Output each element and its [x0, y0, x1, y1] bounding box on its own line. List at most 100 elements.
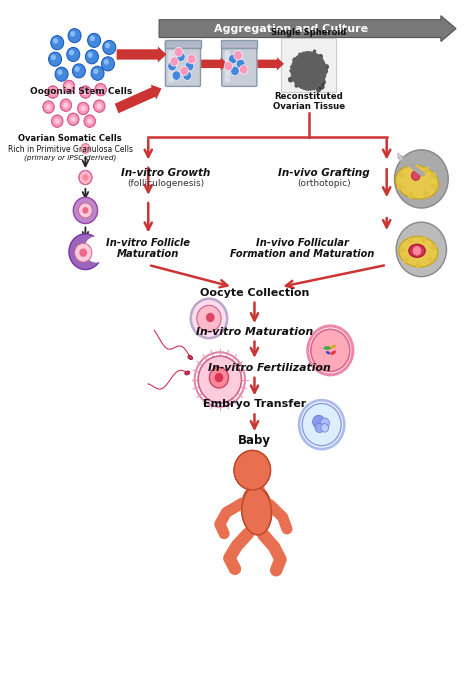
- Circle shape: [319, 84, 325, 90]
- Circle shape: [294, 55, 323, 87]
- Circle shape: [55, 119, 60, 124]
- Circle shape: [47, 86, 58, 98]
- Circle shape: [411, 171, 420, 180]
- Circle shape: [320, 76, 324, 79]
- Circle shape: [104, 59, 109, 65]
- Circle shape: [299, 83, 303, 87]
- Ellipse shape: [188, 355, 193, 359]
- Circle shape: [294, 83, 299, 88]
- Text: Single Spheroid: Single Spheroid: [271, 27, 346, 37]
- Circle shape: [79, 248, 87, 257]
- Circle shape: [97, 103, 102, 109]
- Circle shape: [318, 59, 323, 65]
- Ellipse shape: [398, 172, 404, 178]
- FancyArrow shape: [117, 46, 166, 63]
- Circle shape: [82, 174, 89, 181]
- Circle shape: [68, 29, 81, 43]
- Circle shape: [68, 113, 79, 125]
- Circle shape: [168, 61, 176, 71]
- Circle shape: [87, 119, 92, 124]
- Bar: [282, 38, 336, 92]
- Text: (orthotopic): (orthotopic): [297, 179, 351, 188]
- Ellipse shape: [403, 257, 409, 263]
- Circle shape: [234, 450, 271, 490]
- FancyBboxPatch shape: [168, 50, 173, 82]
- Ellipse shape: [416, 262, 421, 268]
- Circle shape: [91, 66, 104, 80]
- Circle shape: [321, 424, 328, 432]
- Ellipse shape: [323, 346, 331, 350]
- FancyBboxPatch shape: [222, 42, 257, 87]
- Circle shape: [290, 65, 293, 68]
- Text: (primary or iPSC-derived): (primary or iPSC-derived): [24, 154, 117, 160]
- Circle shape: [313, 50, 316, 53]
- Ellipse shape: [397, 184, 403, 190]
- Ellipse shape: [423, 191, 429, 198]
- Circle shape: [103, 40, 116, 55]
- Circle shape: [302, 404, 341, 446]
- Circle shape: [308, 86, 312, 91]
- Ellipse shape: [421, 236, 427, 243]
- Circle shape: [394, 150, 448, 208]
- Text: Reconstituted: Reconstituted: [274, 92, 343, 101]
- Circle shape: [305, 51, 309, 56]
- Circle shape: [170, 57, 179, 66]
- Ellipse shape: [408, 192, 413, 199]
- Circle shape: [73, 197, 98, 224]
- Circle shape: [413, 246, 421, 256]
- FancyBboxPatch shape: [225, 50, 230, 82]
- Circle shape: [315, 424, 324, 432]
- Circle shape: [318, 54, 323, 59]
- Circle shape: [105, 43, 110, 48]
- Circle shape: [64, 80, 74, 93]
- Ellipse shape: [430, 172, 436, 178]
- Ellipse shape: [428, 257, 434, 263]
- Circle shape: [74, 66, 80, 72]
- Circle shape: [228, 55, 237, 64]
- Ellipse shape: [399, 247, 405, 252]
- Circle shape: [84, 115, 95, 128]
- Circle shape: [309, 53, 312, 56]
- Circle shape: [234, 450, 271, 490]
- Circle shape: [84, 236, 109, 263]
- Circle shape: [210, 368, 228, 388]
- Circle shape: [172, 71, 181, 80]
- Circle shape: [74, 243, 92, 262]
- Circle shape: [69, 234, 102, 269]
- Circle shape: [57, 70, 63, 75]
- Circle shape: [305, 67, 312, 75]
- Text: In-vivo Grafting: In-vivo Grafting: [278, 168, 370, 178]
- Circle shape: [236, 59, 245, 69]
- Circle shape: [98, 87, 103, 93]
- Ellipse shape: [431, 245, 437, 250]
- Text: In-vitro Growth: In-vitro Growth: [121, 168, 210, 178]
- Circle shape: [81, 106, 86, 111]
- Circle shape: [296, 56, 300, 60]
- Circle shape: [46, 104, 51, 110]
- Text: (folliculogenesis): (folliculogenesis): [127, 179, 204, 188]
- Circle shape: [301, 63, 316, 79]
- Circle shape: [198, 356, 241, 403]
- Bar: [165, 40, 201, 48]
- Ellipse shape: [399, 237, 438, 267]
- Circle shape: [396, 222, 447, 277]
- Circle shape: [312, 415, 325, 428]
- Circle shape: [313, 54, 319, 61]
- Circle shape: [298, 53, 301, 56]
- Circle shape: [67, 48, 80, 61]
- Circle shape: [79, 170, 92, 185]
- Circle shape: [234, 50, 242, 60]
- Text: Rich in Primitive Granulosa Cells: Rich in Primitive Granulosa Cells: [8, 145, 133, 153]
- Circle shape: [321, 72, 325, 76]
- Circle shape: [298, 59, 319, 83]
- Circle shape: [43, 101, 54, 113]
- Circle shape: [289, 69, 292, 72]
- Circle shape: [82, 207, 89, 213]
- Circle shape: [52, 115, 63, 128]
- Ellipse shape: [242, 487, 272, 535]
- Circle shape: [231, 66, 239, 76]
- Circle shape: [288, 76, 293, 83]
- Ellipse shape: [409, 244, 425, 257]
- Circle shape: [294, 80, 297, 83]
- Circle shape: [64, 102, 69, 108]
